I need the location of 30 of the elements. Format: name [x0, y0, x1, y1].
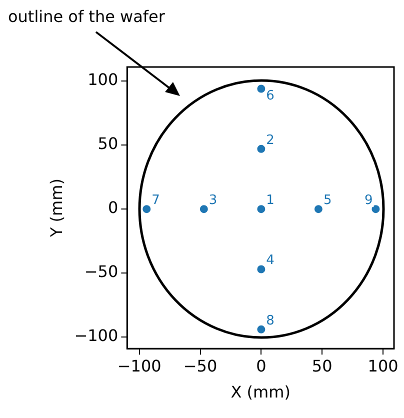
- y-tick-label: −100: [74, 326, 118, 346]
- x-tick-label: 100: [368, 356, 398, 376]
- annotation: 6: [266, 88, 274, 104]
- point: [257, 265, 266, 274]
- point: [314, 205, 322, 214]
- point: [257, 325, 266, 334]
- annotation: 5: [323, 192, 332, 208]
- x-tick-label: 50: [312, 356, 332, 376]
- y-tick-label: 50: [98, 134, 118, 154]
- y-axis-title: Y (mm): [46, 178, 66, 238]
- point: [142, 205, 151, 214]
- annotation: 1: [266, 192, 274, 208]
- point: [200, 205, 208, 214]
- annotation: 4: [266, 253, 274, 268]
- annotation: 3: [208, 192, 218, 208]
- y-tick-label: 0: [108, 198, 118, 218]
- x-axis-title: X (mm): [230, 382, 290, 402]
- point: [257, 84, 266, 93]
- annotation: 7: [152, 192, 160, 208]
- text: outline of the wafer: [8, 7, 166, 26]
- y-tick-label: −50: [84, 262, 118, 282]
- point: [257, 144, 266, 153]
- y-tick-label: 100: [88, 70, 118, 90]
- annotation: 2: [266, 132, 274, 148]
- annotation: 9: [364, 192, 373, 208]
- x-tick-label: −100: [117, 356, 162, 376]
- x-tick-label: 0: [256, 356, 266, 376]
- point: [372, 205, 380, 214]
- x-tick-label: −50: [183, 356, 218, 376]
- annotation: 8: [266, 313, 274, 328]
